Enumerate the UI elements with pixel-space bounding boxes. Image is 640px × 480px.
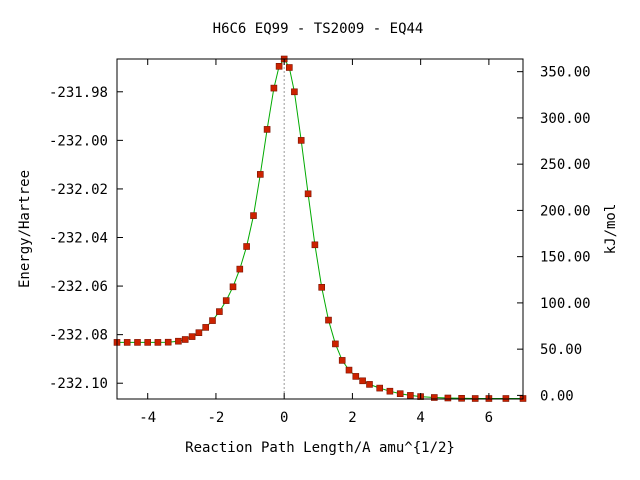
x-tick-label: 6 <box>485 410 493 426</box>
y2-axis-label: kJ/mol <box>603 204 619 255</box>
data-point <box>291 88 298 96</box>
data-point <box>263 126 271 133</box>
x-tick-label: 4 <box>416 410 424 426</box>
data-point <box>430 394 438 401</box>
data-point <box>376 384 384 392</box>
y-tick-label: -232.00 <box>49 133 108 149</box>
y2-tick-label: 300.00 <box>540 111 591 127</box>
y2-tick-label: 150.00 <box>540 250 591 266</box>
data-point <box>311 241 319 249</box>
data-point <box>325 316 332 324</box>
data-point <box>407 392 414 399</box>
x-tick-label: 2 <box>348 410 356 426</box>
data-point <box>250 212 257 219</box>
x-tick-label: -4 <box>139 410 156 426</box>
data-point <box>229 283 237 291</box>
y-axis-label: Energy/Hartree <box>17 170 33 288</box>
y2-tick-label: 100.00 <box>540 296 591 312</box>
data-point <box>332 340 339 348</box>
x-axis-label: Reaction Path Length/A amu^{1/2} <box>185 440 455 456</box>
data-point <box>338 357 346 364</box>
data-point <box>318 283 326 291</box>
data-point <box>352 373 360 380</box>
plot-frame <box>116 58 524 400</box>
data-point <box>134 339 141 346</box>
y-tick-label: -232.10 <box>49 376 108 392</box>
data-point <box>386 387 394 395</box>
data-point <box>275 62 283 70</box>
data-point <box>304 190 312 198</box>
data-point <box>195 329 203 337</box>
data-point <box>144 339 151 346</box>
data-point <box>222 297 230 304</box>
data-point <box>202 324 209 331</box>
y-tick-label: -231.98 <box>49 85 108 101</box>
data-point <box>164 338 172 346</box>
y-tick-label: -232.06 <box>49 279 108 295</box>
data-point <box>216 308 223 315</box>
data-point <box>366 381 373 388</box>
data-point <box>396 390 404 398</box>
data-point <box>297 137 305 144</box>
x-axis: -4 -2 0 2 4 6 <box>139 59 493 426</box>
data-point <box>359 377 366 385</box>
plot-area <box>113 55 527 402</box>
y2-tick-label: 0.00 <box>540 388 574 404</box>
data-point <box>175 337 182 345</box>
data-point <box>209 317 216 324</box>
data-point <box>285 64 293 71</box>
data-point <box>270 84 278 92</box>
data-point <box>236 265 244 273</box>
y2-tick-label: 350.00 <box>540 65 591 81</box>
y-tick-label: -232.04 <box>49 231 108 247</box>
data-point <box>123 339 131 346</box>
data-point <box>243 243 250 250</box>
x-tick-label: 0 <box>280 410 288 426</box>
data-point <box>154 339 162 346</box>
y-axis-right: 350.00 300.00 250.00 200.00 150.00 100.00 50.0… <box>517 65 591 404</box>
data-point <box>345 366 353 374</box>
data-point <box>256 171 264 178</box>
data-point <box>444 394 452 402</box>
y2-tick-label: 50.00 <box>540 342 582 358</box>
series-line-0 <box>117 58 523 399</box>
y2-tick-label: 200.00 <box>540 203 591 219</box>
chart-title: H6C6 EQ99 - TS2009 - EQ44 <box>213 21 424 37</box>
y2-tick-label: 250.00 <box>540 157 591 173</box>
data-point <box>188 333 196 340</box>
data-point <box>458 394 465 402</box>
x-tick-label: -2 <box>208 410 225 426</box>
y-axis-left: -231.98 -232.00 -232.02 -232.04 -232.06 -232.… <box>49 85 123 392</box>
data-point <box>181 336 189 343</box>
y-tick-label: -232.02 <box>49 182 108 198</box>
y-tick-label: -232.08 <box>49 328 108 344</box>
